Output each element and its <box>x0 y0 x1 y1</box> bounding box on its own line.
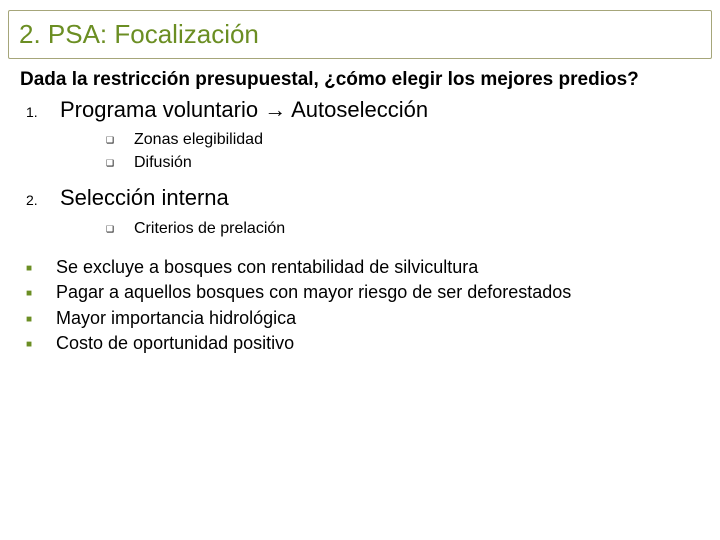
bullet-list: ■ Se excluye a bosques con rentabilidad … <box>20 256 700 356</box>
bullet-text: Pagar a aquellos bosques con mayor riesg… <box>56 281 700 304</box>
square-bullet-icon: ❑ <box>106 157 134 170</box>
sub-list: ❑ Zonas elegibilidad ❑ Difusión <box>106 129 700 174</box>
sub-text: Zonas elegibilidad <box>134 129 263 151</box>
numbered-item: 1. Programa voluntario → Autoselección <box>20 96 700 124</box>
slide-title: 2. PSA: Focalización <box>19 19 259 49</box>
numbered-text: Programa voluntario → Autoselección <box>60 96 428 124</box>
numbered-text: Selección interna <box>60 184 229 212</box>
bullet-item: ■ Pagar a aquellos bosques con mayor rie… <box>20 281 700 304</box>
square-bullet-icon: ❑ <box>106 134 134 147</box>
sub-item: ❑ Criterios de prelación <box>106 218 700 240</box>
bullet-item: ■ Costo de oportunidad positivo <box>20 332 700 355</box>
numbered-marker: 2. <box>20 192 60 208</box>
sub-text: Difusión <box>134 152 192 174</box>
filled-square-icon: ■ <box>20 287 56 300</box>
sub-item: ❑ Zonas elegibilidad <box>106 129 700 151</box>
bullet-item: ■ Mayor importancia hidrológica <box>20 307 700 330</box>
filled-square-icon: ■ <box>20 262 56 275</box>
bullet-item: ■ Se excluye a bosques con rentabilidad … <box>20 256 700 279</box>
square-bullet-icon: ❑ <box>106 223 134 236</box>
slide: 2. PSA: Focalización Dada la restricción… <box>0 0 720 540</box>
numbered-item: 2. Selección interna <box>20 184 700 212</box>
numbered-marker: 1. <box>20 104 60 120</box>
bullet-text: Se excluye a bosques con rentabilidad de… <box>56 256 700 279</box>
bullet-text: Mayor importancia hidrológica <box>56 307 700 330</box>
sub-text: Criterios de prelación <box>134 218 285 240</box>
sub-item: ❑ Difusión <box>106 152 700 174</box>
intro-text: Dada la restricción presupuestal, ¿cómo … <box>20 68 700 92</box>
slide-body: Dada la restricción presupuestal, ¿cómo … <box>20 68 700 357</box>
filled-square-icon: ■ <box>20 338 56 351</box>
bullet-text: Costo de oportunidad positivo <box>56 332 700 355</box>
sub-list: ❑ Criterios de prelación <box>106 218 700 240</box>
title-container: 2. PSA: Focalización <box>8 10 712 59</box>
filled-square-icon: ■ <box>20 313 56 326</box>
